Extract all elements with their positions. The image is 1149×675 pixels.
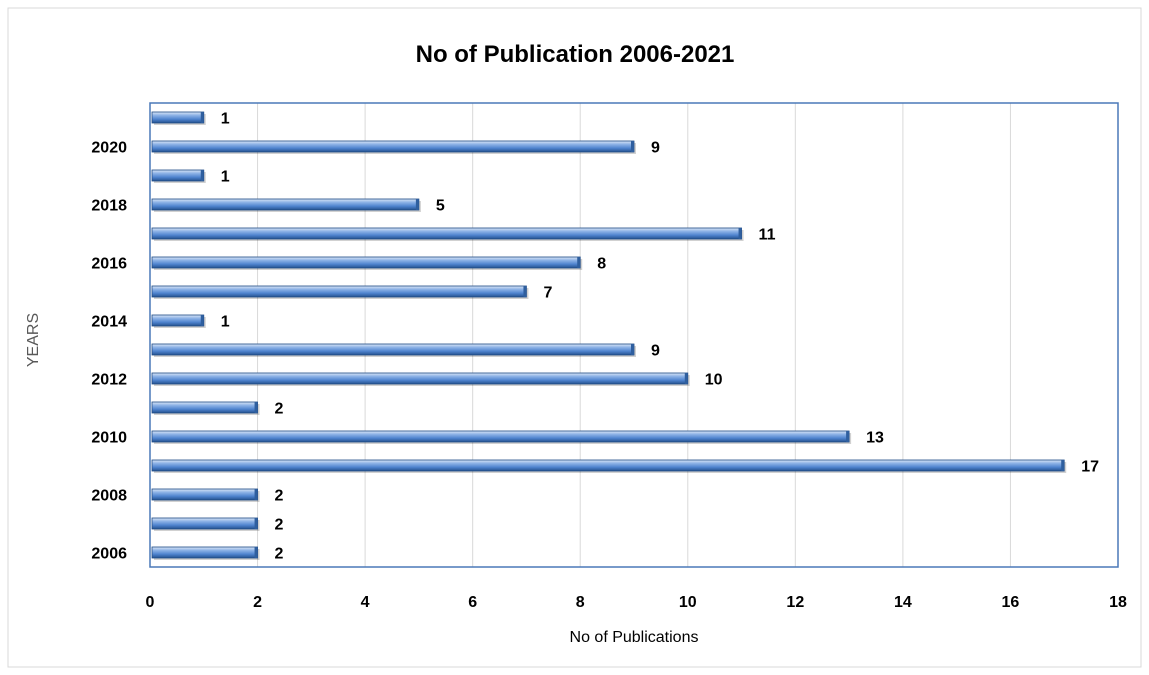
data-label: 1 [221,169,230,186]
bar [151,111,205,124]
data-label: 1 [221,314,230,331]
x-tick-label: 10 [679,594,697,611]
bar-end-cap [846,431,850,442]
y-tick-label: 2010 [91,430,127,447]
data-label: 8 [597,256,606,273]
data-label: 17 [1081,459,1099,476]
x-axis-title: No of Publications [570,629,699,646]
bar [151,140,635,153]
bars [151,111,1067,560]
bar-end-cap [200,170,204,181]
bar-end-cap [254,518,258,529]
bar [151,227,742,240]
bar [151,488,258,501]
x-tick-label: 6 [468,594,477,611]
bar-end-cap [738,228,742,239]
y-tick-label: 2012 [91,372,127,389]
bar-end-cap [254,489,258,500]
y-tick-label: 2008 [91,488,127,505]
bar-end-cap [254,547,258,558]
data-label: 9 [651,140,660,157]
bar [151,256,581,269]
bar [151,198,420,211]
bar [151,314,205,327]
bar [151,343,635,356]
bar-end-cap [577,257,581,268]
bar [151,401,258,414]
bar-end-cap [415,199,419,210]
plot-area-frame [149,102,1119,568]
bar-end-cap [200,315,204,326]
x-tick-label: 2 [253,594,262,611]
bar-end-cap [200,112,204,123]
bar [151,430,850,443]
outer-frame [7,7,1142,668]
data-label: 2 [275,488,284,505]
data-label: 1 [221,111,230,128]
bar-end-cap [684,373,688,384]
bar [151,459,1065,472]
y-tick-label: 2020 [91,140,127,157]
bar-end-cap [254,402,258,413]
x-tick-labels: 0 2 4 6 8 10 12 14 16 18 [146,594,1127,611]
y-tick-label: 2018 [91,198,127,215]
bar-end-cap [631,141,634,152]
y-tick-labels: 2006 2008 2010 2012 2014 2016 2018 2020 [91,140,127,563]
y-tick-label: 2016 [91,256,127,273]
x-tick-label: 4 [361,594,370,611]
y-tick-label: 2014 [91,314,127,331]
data-label: 13 [866,430,884,447]
x-tick-label: 16 [1002,594,1020,611]
data-label: 5 [436,198,445,215]
data-label: 7 [543,285,552,302]
x-tick-label: 18 [1109,594,1127,611]
bar [151,517,258,530]
chart-title: No of Publication 2006-2021 [416,41,735,68]
data-label: 10 [705,372,723,389]
x-tick-label: 14 [894,594,912,611]
bar-end-cap [1061,460,1065,471]
x-tick-label: 8 [576,594,585,611]
data-label: 9 [651,343,660,360]
y-tick-label: 2006 [91,546,127,563]
bar [151,372,689,385]
x-tick-label: 12 [786,594,804,611]
bar-end-cap [523,286,527,297]
data-label: 2 [275,517,284,534]
bar-end-cap [631,344,634,355]
y-axis-title: YEARS [25,313,42,367]
data-label: 2 [275,401,284,418]
grid-lines [257,103,1011,567]
x-tick-label: 0 [146,594,155,611]
data-label: 2 [275,546,284,563]
bar [151,285,527,298]
data-label: 11 [759,227,776,244]
bar [151,546,258,559]
bar [151,169,205,182]
